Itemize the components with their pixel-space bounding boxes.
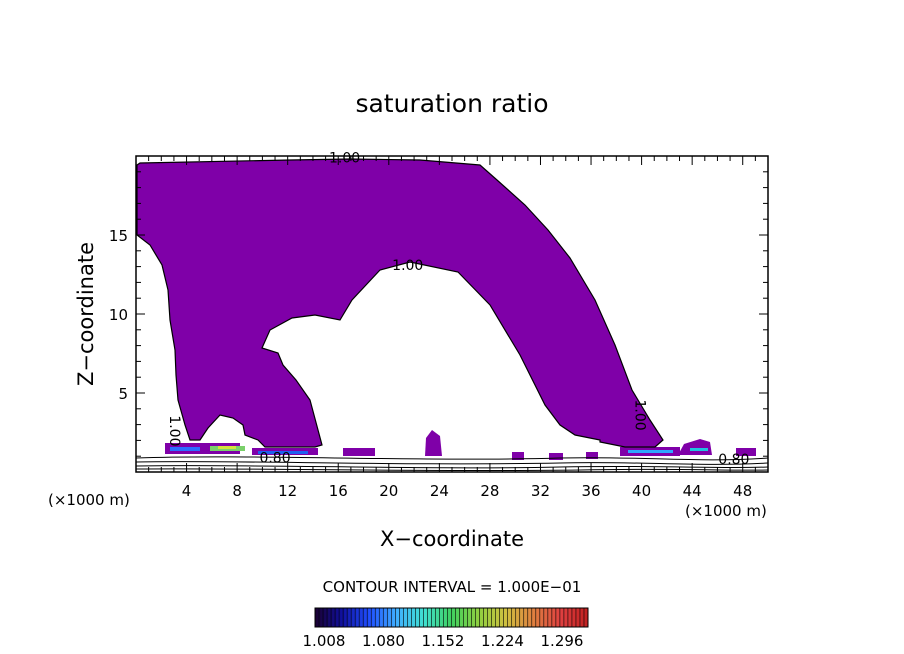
contour-label: 1.00 bbox=[631, 400, 647, 431]
contour-label: 0.80 bbox=[259, 451, 290, 467]
colorbar bbox=[314, 607, 589, 628]
x-tick-label: 12 bbox=[278, 482, 297, 500]
patch-7 bbox=[586, 452, 598, 459]
colorbar-tick-label: 1.296 bbox=[541, 632, 584, 650]
colorbar-labels: 1.008 1.080 1.152 1.224 1.296 bbox=[303, 632, 584, 650]
y-tick-label: 15 bbox=[109, 227, 128, 245]
plot-area: 1.001.001.001.000.80 0.80 4 8 12 16 20 24 28 32 3… bbox=[109, 150, 769, 500]
chart-title: saturation ratio bbox=[355, 89, 548, 118]
x-tick-label: 28 bbox=[480, 482, 499, 500]
x-axis: 4 8 12 16 20 24 28 32 36 40 44 48 bbox=[148, 156, 756, 500]
colorbar-tick-label: 1.224 bbox=[481, 632, 524, 650]
x-unit-left: (×1000 m) bbox=[48, 491, 130, 509]
x-tick-label: 4 bbox=[182, 482, 192, 500]
x-tick-label: 8 bbox=[232, 482, 242, 500]
y-axis-label: Z−coordinate bbox=[74, 242, 98, 386]
x-tick-label: 20 bbox=[379, 482, 398, 500]
x-tick-label: 24 bbox=[430, 482, 449, 500]
contour-label: 0.80 bbox=[718, 452, 749, 468]
low-level-contours bbox=[136, 456, 768, 472]
contour-label: 1.00 bbox=[329, 150, 360, 166]
colorbar-tick-label: 1.008 bbox=[303, 632, 346, 650]
contour-label: 1.00 bbox=[166, 415, 182, 446]
x-axis-label: X−coordinate bbox=[380, 527, 524, 551]
colorbar-tick-label: 1.152 bbox=[422, 632, 465, 650]
x-tick-label: 44 bbox=[683, 482, 702, 500]
cyan-band bbox=[690, 448, 708, 451]
patch-10 bbox=[736, 448, 756, 456]
colorbar-tick-label: 1.080 bbox=[362, 632, 405, 650]
y-tick-label: 5 bbox=[118, 385, 128, 403]
x-unit-right: (×1000 m) bbox=[685, 502, 767, 520]
contour-label: 1.00 bbox=[392, 258, 423, 274]
x-tick-label: 40 bbox=[632, 482, 651, 500]
y-axis: 5 10 15 bbox=[109, 171, 768, 457]
contour-interval-text: CONTOUR INTERVAL = 1.000E−01 bbox=[323, 578, 582, 596]
x-tick-label: 48 bbox=[733, 482, 752, 500]
patch-4 bbox=[425, 430, 442, 456]
blue-band-1 bbox=[170, 447, 200, 451]
contour-labels: 1.00 1.00 1.00 1.00 0.80 0.80 bbox=[166, 150, 749, 468]
blue-band-3 bbox=[628, 450, 673, 453]
patch-6 bbox=[549, 453, 563, 460]
high-value-band-2 bbox=[218, 446, 236, 449]
patch-5 bbox=[512, 452, 524, 460]
x-tick-label: 32 bbox=[531, 482, 550, 500]
patch-3 bbox=[343, 448, 375, 456]
colorbar-frame bbox=[314, 607, 589, 628]
x-tick-label: 36 bbox=[581, 482, 600, 500]
y-tick-label: 10 bbox=[109, 306, 128, 324]
patch-9 bbox=[678, 439, 712, 455]
patch-1 bbox=[165, 443, 240, 454]
x-tick-label: 16 bbox=[329, 482, 348, 500]
blue-band-2 bbox=[258, 451, 308, 454]
